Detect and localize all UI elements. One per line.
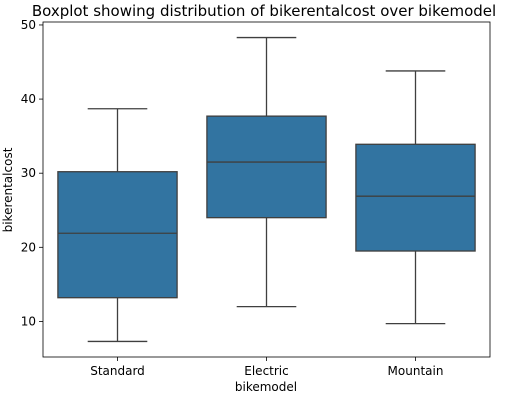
box-group-mountain xyxy=(355,70,476,325)
x-axis-ticks: Standard Electric Mountain xyxy=(90,357,443,378)
x-axis-label: bikemodel xyxy=(235,380,297,394)
y-tick-label: 30 xyxy=(21,166,36,180)
y-axis-ticks: 10 20 30 40 50 xyxy=(21,18,43,328)
y-tick-label: 10 xyxy=(21,314,36,328)
y-tick-label: 50 xyxy=(21,18,36,32)
y-axis-label: bikerentalcost xyxy=(1,147,15,232)
plot-area xyxy=(57,36,476,343)
box-group-standard xyxy=(57,108,178,343)
x-tick-label: Mountain xyxy=(388,364,444,378)
iqr-box xyxy=(206,115,327,219)
iqr-box xyxy=(57,171,178,299)
x-tick-label: Standard xyxy=(90,364,145,378)
box-group-electric xyxy=(206,36,327,308)
x-tick-label: Electric xyxy=(244,364,288,378)
chart-title: Boxplot showing distribution of bikerent… xyxy=(32,2,496,20)
iqr-box xyxy=(355,143,476,252)
y-tick-label: 20 xyxy=(21,240,36,254)
y-tick-label: 40 xyxy=(21,92,36,106)
